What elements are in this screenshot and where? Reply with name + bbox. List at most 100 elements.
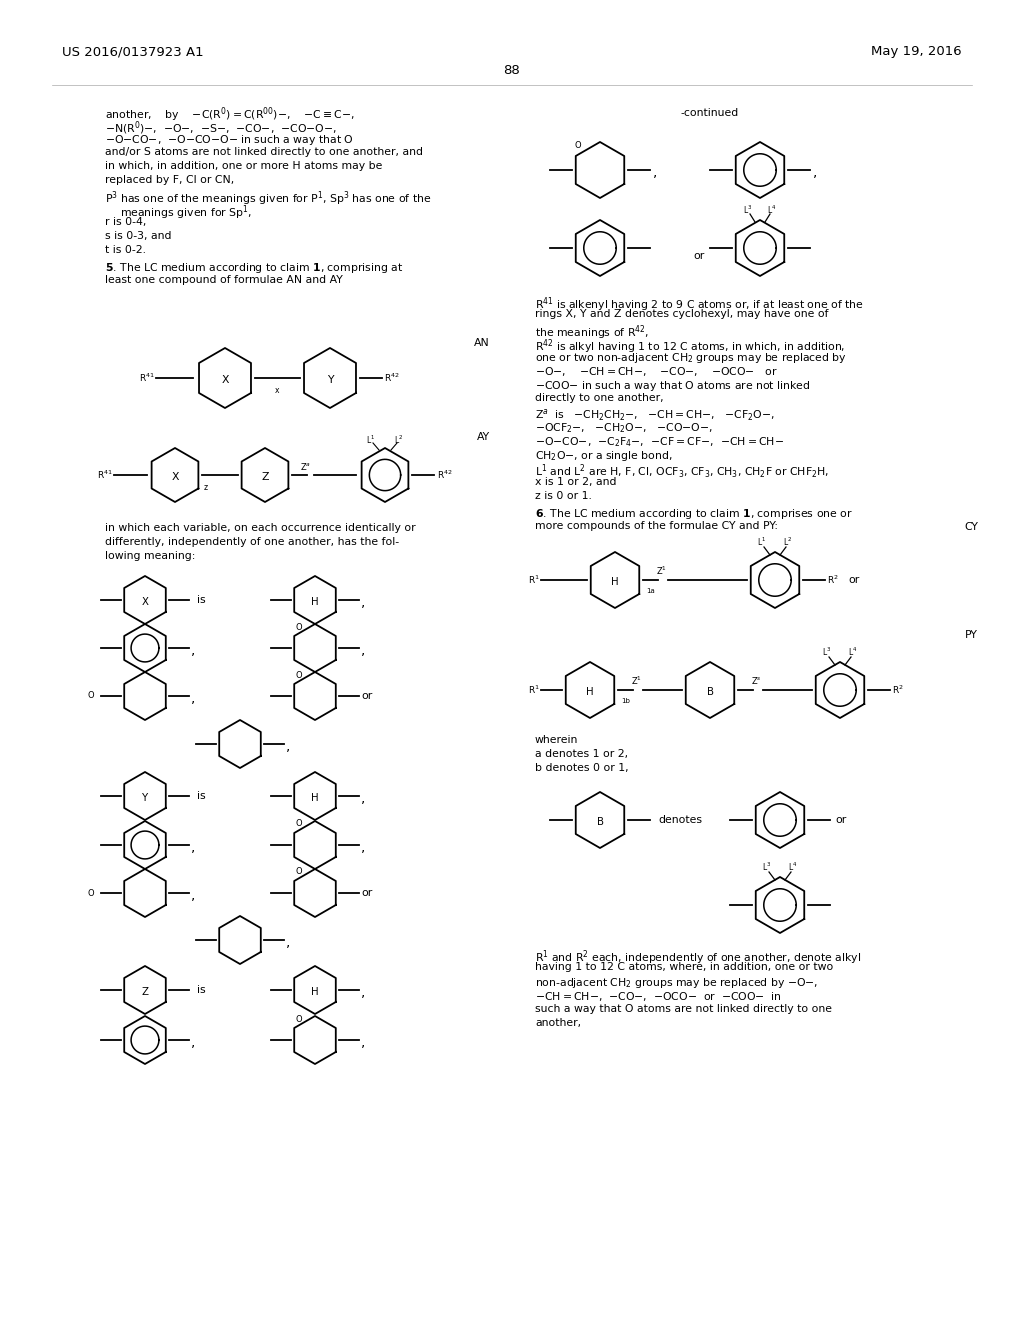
Polygon shape xyxy=(304,348,356,408)
Polygon shape xyxy=(242,447,289,502)
Polygon shape xyxy=(743,232,776,264)
Text: B: B xyxy=(597,817,603,828)
Text: $\mathbf{5}$. The LC medium according to claim $\mathbf{1}$, comprising at: $\mathbf{5}$. The LC medium according to… xyxy=(105,261,403,275)
Text: H: H xyxy=(586,686,594,697)
Text: R$^{41}$: R$^{41}$ xyxy=(97,469,113,482)
Text: L$^2$: L$^2$ xyxy=(394,434,403,446)
Text: US 2016/0137923 A1: US 2016/0137923 A1 xyxy=(62,45,204,58)
Polygon shape xyxy=(764,804,797,837)
Text: O: O xyxy=(88,692,94,701)
Text: L$^3$: L$^3$ xyxy=(762,861,772,874)
Text: $-$O$-$,    $-$CH$=$CH$-$,    $-$CO$-$,    $-$OCO$-$   or: $-$O$-$, $-$CH$=$CH$-$, $-$CO$-$, $-$OCO… xyxy=(535,366,777,378)
Text: x is 1 or 2, and: x is 1 or 2, and xyxy=(535,477,616,487)
Text: Y: Y xyxy=(327,375,333,385)
Polygon shape xyxy=(751,552,800,609)
Text: ,: , xyxy=(361,791,366,805)
Text: wherein: wherein xyxy=(535,735,579,744)
Text: or: or xyxy=(848,576,859,585)
Polygon shape xyxy=(686,663,734,718)
Text: L$^4$: L$^4$ xyxy=(788,861,798,874)
Text: O: O xyxy=(296,623,302,631)
Text: non-adjacent CH$_2$ groups may be replaced by $-$O$-$,: non-adjacent CH$_2$ groups may be replac… xyxy=(535,975,818,990)
Text: ,: , xyxy=(361,840,366,854)
Text: x: x xyxy=(275,385,280,395)
Polygon shape xyxy=(219,916,261,964)
Polygon shape xyxy=(294,821,336,869)
Text: H: H xyxy=(611,577,618,587)
Polygon shape xyxy=(565,663,614,718)
Text: or: or xyxy=(693,251,705,261)
Text: O: O xyxy=(296,820,302,829)
Text: L$^4$: L$^4$ xyxy=(767,203,776,216)
Text: directly to one another,: directly to one another, xyxy=(535,393,664,403)
Polygon shape xyxy=(759,564,792,597)
Text: $\mathbf{6}$. The LC medium according to claim $\mathbf{1}$, comprises one or: $\mathbf{6}$. The LC medium according to… xyxy=(535,507,853,521)
Polygon shape xyxy=(575,220,625,276)
Text: r is 0-4,: r is 0-4, xyxy=(105,216,146,227)
Text: more compounds of the formulae CY and PY:: more compounds of the formulae CY and PY… xyxy=(535,521,778,531)
Text: differently, independently of one another, has the fol-: differently, independently of one anothe… xyxy=(105,537,399,546)
Text: -continued: -continued xyxy=(680,108,738,117)
Text: $-$COO$-$ in such a way that O atoms are not linked: $-$COO$-$ in such a way that O atoms are… xyxy=(535,379,811,393)
Polygon shape xyxy=(131,832,159,859)
Text: R$^{41}$: R$^{41}$ xyxy=(139,372,155,384)
Polygon shape xyxy=(124,821,166,869)
Text: ,: , xyxy=(653,165,657,180)
Polygon shape xyxy=(764,888,797,921)
Text: b denotes 0 or 1,: b denotes 0 or 1, xyxy=(535,763,629,774)
Polygon shape xyxy=(361,447,409,502)
Text: another,: another, xyxy=(535,1018,582,1028)
Text: CH$_2$O$-$, or a single bond,: CH$_2$O$-$, or a single bond, xyxy=(535,449,673,463)
Text: L$^2$: L$^2$ xyxy=(783,536,793,548)
Text: Z: Z xyxy=(261,473,268,482)
Text: is: is xyxy=(197,791,206,801)
Text: CY: CY xyxy=(965,521,978,532)
Text: 1a: 1a xyxy=(646,587,654,594)
Text: in which each variable, on each occurrence identically or: in which each variable, on each occurren… xyxy=(105,523,416,533)
Text: ,: , xyxy=(191,690,196,705)
Text: L$^1$ and L$^2$ are H, F, Cl, OCF$_3$, CF$_3$, CH$_3$, CH$_2$F or CHF$_2$H,: L$^1$ and L$^2$ are H, F, Cl, OCF$_3$, C… xyxy=(535,463,829,482)
Text: L$^1$: L$^1$ xyxy=(758,536,767,548)
Text: $-$OCF$_2$$-$,   $-$CH$_2$O$-$,   $-$CO$-$O$-$,: $-$OCF$_2$$-$, $-$CH$_2$O$-$, $-$CO$-$O$… xyxy=(535,421,713,434)
Text: z is 0 or 1.: z is 0 or 1. xyxy=(535,491,592,502)
Text: ,: , xyxy=(191,1035,196,1049)
Polygon shape xyxy=(124,869,166,917)
Text: Z$^1$: Z$^1$ xyxy=(631,675,642,688)
Text: Z: Z xyxy=(141,987,148,997)
Text: L$^4$: L$^4$ xyxy=(848,645,858,659)
Text: O: O xyxy=(296,671,302,680)
Text: ,: , xyxy=(191,888,196,902)
Polygon shape xyxy=(131,634,159,661)
Text: Z$^1$: Z$^1$ xyxy=(656,565,667,577)
Text: R$^1$ and R$^2$ each, independently of one another, denote alkyl: R$^1$ and R$^2$ each, independently of o… xyxy=(535,948,861,966)
Polygon shape xyxy=(294,869,336,917)
Text: a denotes 1 or 2,: a denotes 1 or 2, xyxy=(535,748,628,759)
Polygon shape xyxy=(124,576,166,624)
Text: B: B xyxy=(707,686,714,697)
Polygon shape xyxy=(743,153,776,186)
Text: H: H xyxy=(311,793,318,803)
Polygon shape xyxy=(756,792,804,847)
Text: R$^1$: R$^1$ xyxy=(528,684,540,696)
Text: denotes: denotes xyxy=(658,814,702,825)
Text: ,: , xyxy=(286,935,291,949)
Text: rings X, Y and Z denotes cyclohexyl, may have one of: rings X, Y and Z denotes cyclohexyl, may… xyxy=(535,309,828,319)
Text: Z$^a$  is   $-$CH$_2$CH$_2$$-$,   $-$CH$=$CH$-$,   $-$CF$_2$O$-$,: Z$^a$ is $-$CH$_2$CH$_2$$-$, $-$CH$=$CH$… xyxy=(535,407,775,422)
Polygon shape xyxy=(219,719,261,768)
Text: O: O xyxy=(574,140,582,149)
Text: one or two non-adjacent CH$_2$ groups may be replaced by: one or two non-adjacent CH$_2$ groups ma… xyxy=(535,351,847,366)
Text: ,: , xyxy=(191,643,196,657)
Text: X: X xyxy=(171,473,179,482)
Text: is: is xyxy=(197,595,206,605)
Text: L$^1$: L$^1$ xyxy=(367,434,376,446)
Text: O: O xyxy=(88,888,94,898)
Polygon shape xyxy=(575,792,625,847)
Text: X: X xyxy=(221,375,228,385)
Text: or: or xyxy=(835,814,846,825)
Polygon shape xyxy=(736,143,784,198)
Text: and/or S atoms are not linked directly to one another, and: and/or S atoms are not linked directly t… xyxy=(105,147,423,157)
Text: O: O xyxy=(296,1015,302,1023)
Text: s is 0-3, and: s is 0-3, and xyxy=(105,231,171,242)
Text: meanings given for Sp$^1$,: meanings given for Sp$^1$, xyxy=(120,203,252,222)
Text: R$^2$: R$^2$ xyxy=(892,684,904,696)
